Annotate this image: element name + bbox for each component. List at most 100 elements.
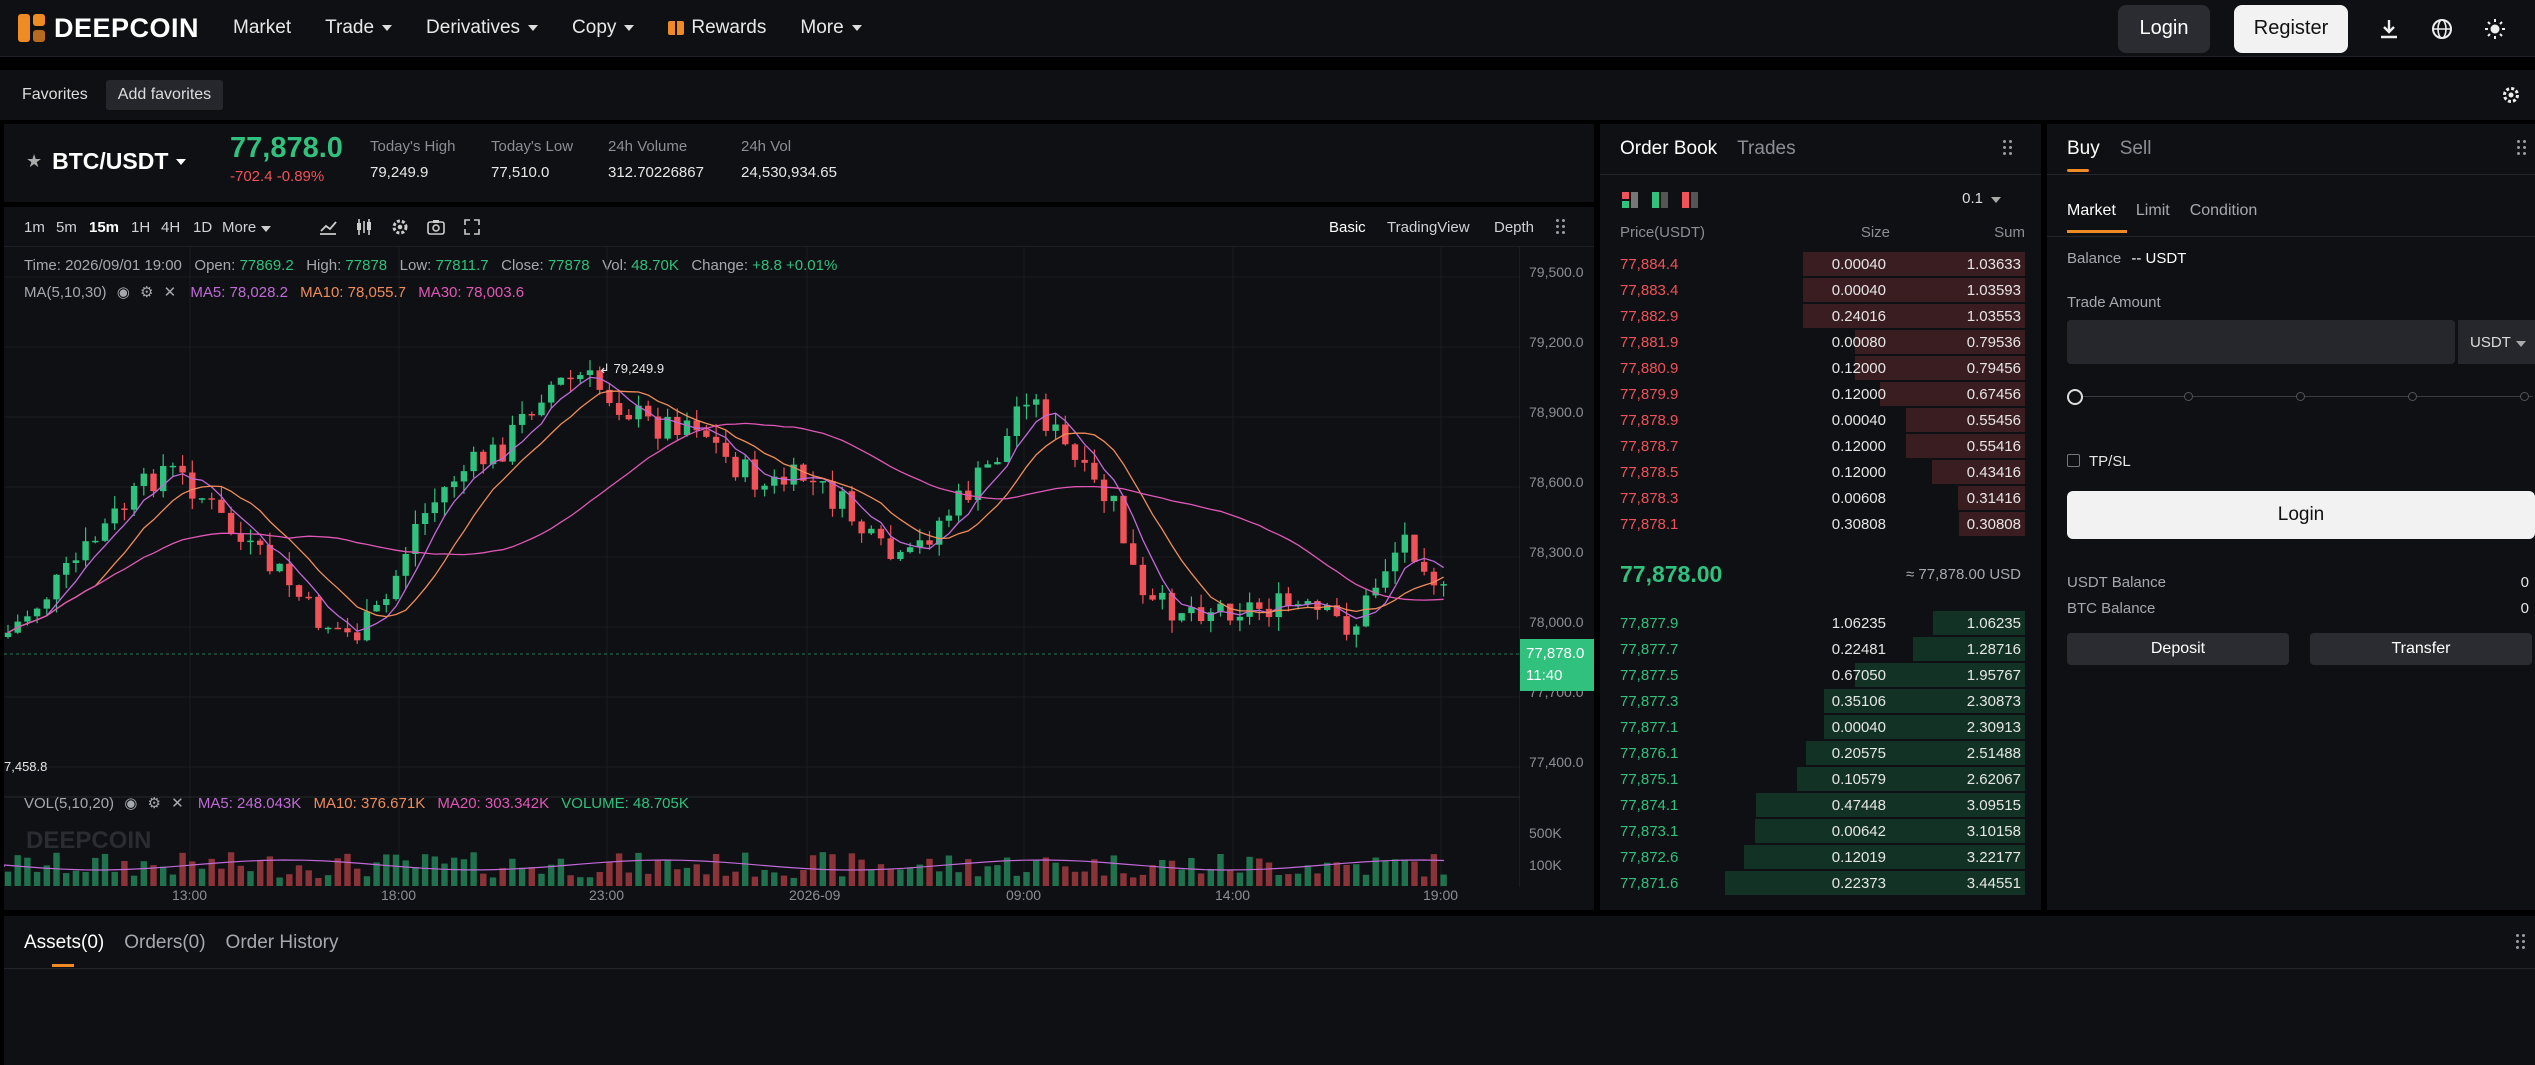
- tab-condition[interactable]: Condition: [2189, 202, 2258, 219]
- theme-icon[interactable]: [2482, 16, 2508, 42]
- globe-icon[interactable]: [2429, 16, 2455, 42]
- ma-label: MA(5,10,30): [24, 284, 107, 301]
- candle-type-icon[interactable]: [354, 217, 374, 237]
- gear-icon[interactable]: [2501, 85, 2521, 110]
- ask-row[interactable]: 77,878.7 0.12000 0.55416: [1600, 433, 2041, 459]
- nav-market[interactable]: Market: [233, 17, 291, 39]
- bid-row[interactable]: 77,877.9 1.06235 1.06235: [1600, 610, 2041, 636]
- download-icon[interactable]: [2376, 16, 2402, 42]
- add-favorites-tab[interactable]: Add favorites: [105, 80, 224, 110]
- ask-row[interactable]: 77,883.4 0.00040 1.03593: [1600, 277, 2041, 303]
- timeframe-1m[interactable]: 1m: [24, 219, 45, 236]
- drag-handle-icon[interactable]: [2003, 140, 2015, 158]
- tab-orders[interactable]: Orders(0): [124, 932, 206, 953]
- register-button[interactable]: Register: [2234, 4, 2348, 53]
- timeframe-more[interactable]: More: [222, 219, 272, 236]
- slider-stop[interactable]: [2520, 392, 2529, 401]
- ask-row[interactable]: 77,878.3 0.00608 0.31416: [1600, 485, 2041, 511]
- fullscreen-icon[interactable]: [462, 217, 482, 237]
- tab-order-book[interactable]: Order Book: [1620, 138, 1718, 159]
- trade-login-button[interactable]: Login: [2067, 491, 2535, 539]
- ask-row[interactable]: 77,878.1 0.30808 0.30808: [1600, 511, 2041, 537]
- candle-body: [1130, 543, 1137, 565]
- ask-row[interactable]: 77,879.9 0.12000 0.67456: [1600, 381, 2041, 407]
- trade-amount-input[interactable]: [2067, 320, 2455, 364]
- tab-limit[interactable]: Limit: [2135, 202, 2170, 219]
- drag-handle-icon[interactable]: [2517, 140, 2529, 158]
- eye-icon[interactable]: ◉: [116, 284, 130, 301]
- bid-row[interactable]: 77,872.6 0.12019 3.22177: [1600, 844, 2041, 870]
- nav-derivatives[interactable]: Derivatives: [426, 17, 539, 39]
- slider-stop[interactable]: [2296, 392, 2305, 401]
- tab-buy[interactable]: Buy: [2067, 138, 2100, 159]
- star-icon[interactable]: ★: [26, 151, 43, 171]
- ask-row[interactable]: 77,880.9 0.12000 0.79456: [1600, 355, 2041, 381]
- candle-body: [615, 403, 623, 415]
- vol-legend: VOL(5,10,20) ◉ ⚙ ✕ MA5: 248.043K MA10: 3…: [24, 794, 689, 812]
- timeframe-1d[interactable]: 1D: [193, 219, 213, 236]
- settings-icon[interactable]: ⚙: [147, 795, 161, 812]
- timeframe-4h[interactable]: 4H: [161, 219, 181, 236]
- timeframe-1h[interactable]: 1H: [131, 219, 151, 236]
- settings-icon[interactable]: ⚙: [139, 284, 154, 301]
- vol-tick: 100K: [1529, 857, 1562, 873]
- drag-handle-icon[interactable]: [2516, 934, 2528, 952]
- ask-row[interactable]: 77,882.9 0.24016 1.03553: [1600, 303, 2041, 329]
- deposit-button[interactable]: Deposit: [2067, 633, 2289, 665]
- view-depth[interactable]: Depth: [1494, 219, 1535, 236]
- bid-row[interactable]: 77,873.1 0.00642 3.10158: [1600, 818, 2041, 844]
- amount-unit-select[interactable]: USDT: [2458, 320, 2535, 364]
- close-icon[interactable]: ✕: [163, 284, 177, 301]
- bid-row[interactable]: 77,877.5 0.67050 1.95767: [1600, 662, 2041, 688]
- tab-assets[interactable]: Assets(0): [24, 932, 105, 953]
- transfer-button[interactable]: Transfer: [2310, 633, 2532, 665]
- tpsl-checkbox[interactable]: [2067, 454, 2080, 467]
- tab-order-history[interactable]: Order History: [225, 932, 339, 953]
- tick-size-select[interactable]: 0.1: [1962, 190, 2001, 207]
- eye-icon[interactable]: ◉: [124, 795, 138, 812]
- view-tradingview[interactable]: TradingView: [1387, 219, 1470, 236]
- amount-slider-handle[interactable]: [2067, 389, 2083, 405]
- book-bids-icon[interactable]: [1652, 192, 1668, 208]
- bid-row[interactable]: 77,871.6 0.22373 3.44551: [1600, 870, 2041, 896]
- nav-more[interactable]: More: [800, 17, 862, 39]
- bid-row[interactable]: 77,875.1 0.10579 2.62067: [1600, 766, 2041, 792]
- balance-label: Balance: [2067, 250, 2122, 267]
- close-icon[interactable]: ✕: [171, 795, 184, 812]
- view-basic[interactable]: Basic: [1329, 219, 1366, 236]
- ask-row[interactable]: 77,884.4 0.00040 1.03633: [1600, 251, 2041, 277]
- slider-stop[interactable]: [2184, 392, 2193, 401]
- timeframe-5m[interactable]: 5m: [56, 219, 77, 236]
- camera-icon[interactable]: [426, 217, 446, 237]
- ask-row[interactable]: 77,881.9 0.00080 0.79536: [1600, 329, 2041, 355]
- settings-icon[interactable]: [390, 217, 410, 237]
- pair-selector[interactable]: ★ BTC/USDT: [26, 148, 187, 175]
- tab-sell[interactable]: Sell: [2119, 138, 2152, 159]
- candle-body: [703, 430, 710, 437]
- favorites-tab[interactable]: Favorites: [22, 86, 88, 103]
- bid-row[interactable]: 77,877.7 0.22481 1.28716: [1600, 636, 2041, 662]
- volume-bar: [1052, 862, 1059, 886]
- candlestick-chart[interactable]: ↲ 79,249.9 7,458.8: [4, 247, 1520, 887]
- ask-row[interactable]: 77,878.5 0.12000 0.43416: [1600, 459, 2041, 485]
- timeframe-15m[interactable]: 15m: [89, 219, 120, 236]
- candle-body: [53, 574, 60, 600]
- tab-market[interactable]: Market: [2067, 202, 2116, 219]
- nav-trade[interactable]: Trade: [325, 17, 393, 39]
- book-asks-icon[interactable]: [1682, 192, 1698, 208]
- bid-row[interactable]: 77,876.1 0.20575 2.51488: [1600, 740, 2041, 766]
- indicator-icon[interactable]: [318, 217, 338, 237]
- bid-row[interactable]: 77,877.1 0.00040 2.30913: [1600, 714, 2041, 740]
- ask-row[interactable]: 77,878.9 0.00040 0.55456: [1600, 407, 2041, 433]
- login-button[interactable]: Login: [2118, 4, 2210, 53]
- tab-trades[interactable]: Trades: [1737, 138, 1796, 159]
- nav-rewards[interactable]: Rewards: [668, 17, 766, 39]
- nav-copy[interactable]: Copy: [572, 17, 635, 39]
- book-both-icon[interactable]: [1622, 192, 1638, 208]
- drag-handle-icon[interactable]: [1556, 219, 1568, 237]
- bid-row[interactable]: 77,874.1 0.47448 3.09515: [1600, 792, 2041, 818]
- bid-row[interactable]: 77,877.3 0.35106 2.30873: [1600, 688, 2041, 714]
- slider-stop[interactable]: [2408, 392, 2417, 401]
- brand-logo[interactable]: DEEPCOIN: [18, 13, 199, 44]
- row-sum: 2.30913: [1966, 719, 2021, 736]
